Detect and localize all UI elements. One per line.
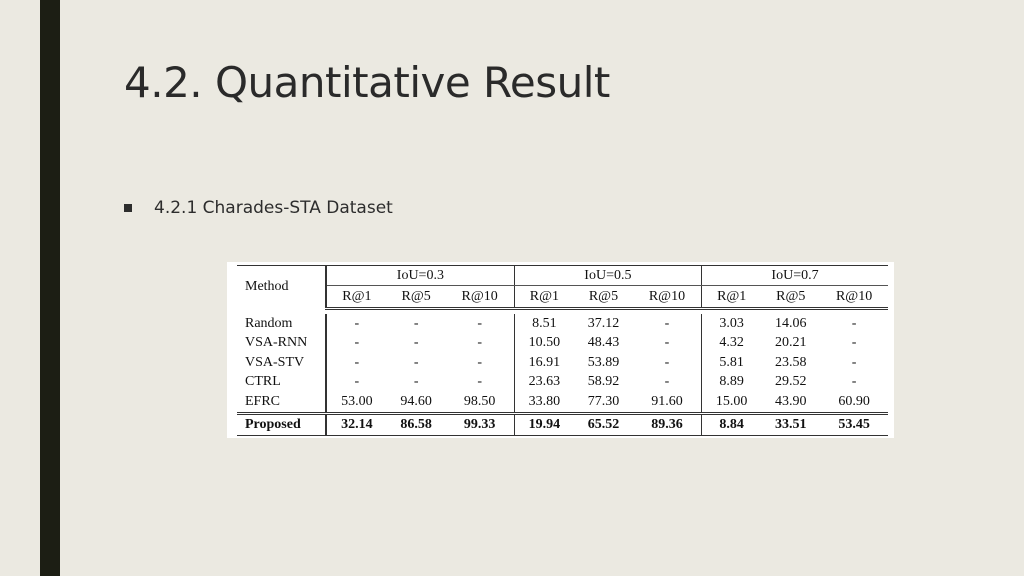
value-cell: - — [477, 315, 482, 331]
value-cell: - — [851, 374, 857, 390]
value-cell: 60.90 — [838, 393, 870, 409]
value-cell: - — [477, 374, 482, 390]
value-cell: - — [664, 374, 670, 390]
value-cell: 33.51 — [761, 411, 821, 436]
table-row: EFRC 53.00 94.60 98.50 33.80 77.30 91.60 15.00 4… — [237, 392, 888, 413]
slide-title: 4.2. Quantitative Result — [124, 58, 610, 107]
metric-header: R@10 — [445, 285, 515, 310]
value-cell: 91.60 — [651, 393, 683, 409]
value-cell: 23.63 — [513, 372, 575, 392]
value-cell: 23.58 — [775, 354, 807, 370]
value-cell: - — [851, 315, 857, 331]
method-cell: VSA-RNN — [245, 335, 308, 351]
value-cell: - — [325, 314, 387, 334]
metric-header: R@10 — [820, 285, 888, 310]
value-cell: 98.50 — [463, 393, 496, 409]
value-cell: 53.45 — [820, 411, 888, 436]
value-cell: 19.94 — [513, 411, 575, 436]
bullet-item: 4.2.1 Charades-STA Dataset — [124, 198, 393, 218]
table-body: Random - - -8.51 37.12-3.03 14.06- VSA-RNN - - -1… — [237, 309, 888, 436]
metric-header: R@5 — [386, 285, 446, 310]
metric-header: R@5 — [574, 285, 633, 310]
metric-header: R@5 — [761, 285, 821, 310]
method-cell: VSA-STV — [245, 354, 305, 370]
value-cell: 4.32 — [701, 333, 762, 353]
value-cell: - — [664, 354, 670, 370]
table-row: CTRL - - - 23.63 58.92 - 8.89 29.52 - — [237, 372, 888, 392]
square-bullet-icon — [124, 204, 132, 212]
results-table-image: Method IoU=0.3 IoU=0.5 IoU=0.7 R@1 R@5 R… — [227, 262, 894, 438]
value-cell: 86.58 — [386, 411, 446, 436]
value-cell: 10.50 — [513, 333, 575, 353]
value-cell: 15.00 — [701, 392, 762, 413]
value-cell: 29.52 — [775, 374, 807, 390]
side-accent-bar — [40, 0, 60, 576]
value-cell: - — [325, 372, 387, 392]
value-cell: 16.91 — [513, 353, 575, 373]
metric-header: R@1 — [701, 285, 762, 310]
value-cell: 43.90 — [775, 393, 807, 409]
value-cell: 94.60 — [400, 393, 432, 409]
value-cell: - — [664, 315, 670, 331]
method-cell: Proposed — [237, 411, 326, 436]
value-cell: 32.14 — [325, 411, 387, 436]
value-cell: - — [477, 335, 482, 351]
value-cell: 8.89 — [701, 372, 762, 392]
table-row: Proposed 32.14 86.58 99.33 19.94 65.52 89.36 8.… — [237, 411, 888, 436]
value-cell: - — [851, 354, 857, 370]
value-cell: 53.00 — [325, 392, 387, 413]
metric-header: R@1 — [513, 285, 575, 310]
value-cell: 65.52 — [574, 411, 633, 436]
method-header: Method — [237, 265, 326, 309]
results-table: Method IoU=0.3 IoU=0.5 IoU=0.7 R@1 R@5 R… — [237, 265, 888, 436]
group-header: IoU=0.7 — [701, 265, 888, 286]
value-cell: 53.89 — [587, 354, 620, 370]
value-cell: 14.06 — [775, 315, 807, 331]
value-cell: - — [413, 374, 419, 390]
method-cell: CTRL — [245, 374, 281, 390]
group-header: IoU=0.3 — [324, 265, 515, 286]
method-cell: Random — [245, 315, 293, 331]
value-cell: 20.21 — [775, 335, 807, 351]
value-cell: 33.80 — [513, 392, 575, 413]
value-cell: - — [664, 335, 670, 351]
value-cell: - — [413, 315, 419, 331]
value-cell: - — [851, 335, 857, 351]
metric-header: R@10 — [632, 285, 702, 310]
value-cell: - — [325, 353, 387, 373]
table-row: Random - - - 8.51 37.12 - 3.03 14.06 - — [237, 314, 888, 334]
value-cell: 89.36 — [632, 411, 702, 436]
value-cell: 8.51 — [513, 314, 575, 334]
group-header: IoU=0.5 — [513, 265, 702, 286]
value-cell: 99.33 — [445, 411, 515, 436]
value-cell: 48.43 — [587, 335, 620, 351]
table-row: VSA-STV - - - 16.91 53.89 - 5.81 23.58 - — [237, 353, 888, 373]
value-cell: 3.03 — [701, 314, 762, 334]
value-cell: - — [413, 335, 419, 351]
value-cell: - — [477, 354, 482, 370]
value-cell: - — [325, 333, 387, 353]
value-cell: 37.12 — [587, 315, 620, 331]
value-cell: 77.30 — [587, 393, 620, 409]
value-cell: 5.81 — [701, 353, 762, 373]
table-row: VSA-RNN - - - 10.50 48.43 - 4.32 20.21 - — [237, 333, 888, 353]
value-cell: 58.92 — [587, 374, 620, 390]
method-cell: EFRC — [245, 393, 281, 409]
bullet-text: 4.2.1 Charades-STA Dataset — [154, 198, 393, 218]
value-cell: - — [413, 354, 419, 370]
metric-header: R@1 — [325, 285, 387, 310]
value-cell: 8.84 — [701, 411, 762, 436]
